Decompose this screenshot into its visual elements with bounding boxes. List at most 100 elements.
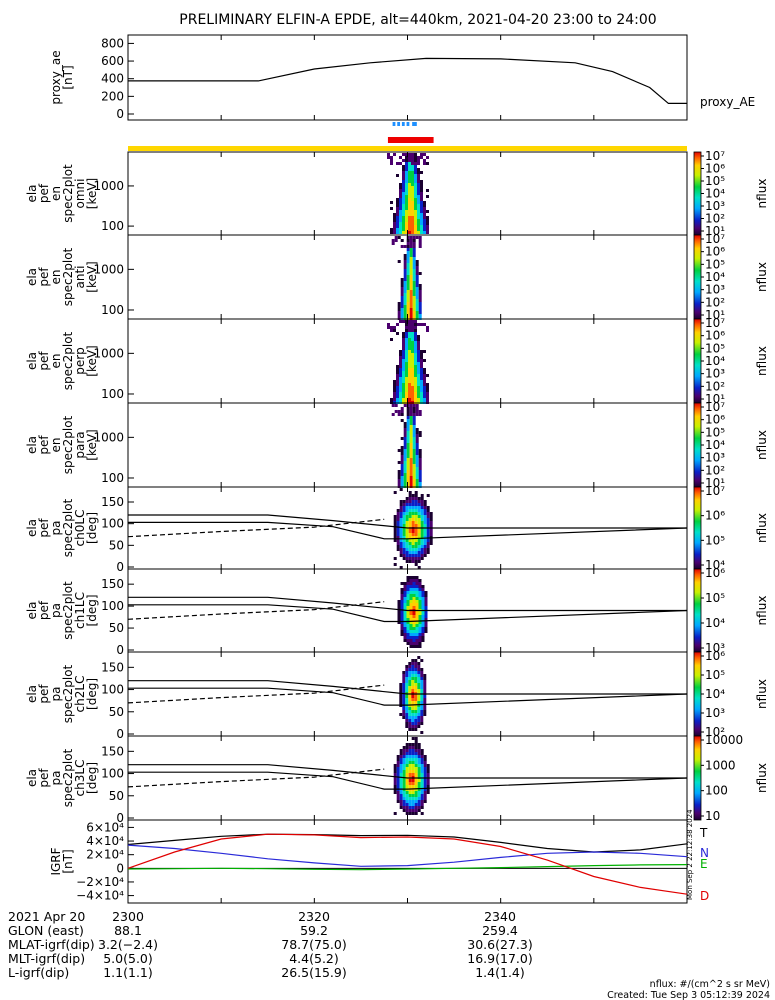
heatmap-cell bbox=[423, 392, 426, 395]
heatmap-cell bbox=[424, 618, 428, 621]
heatmap-cell bbox=[420, 770, 424, 773]
spec_omni-colorbar bbox=[693, 151, 702, 236]
heatmap-cell bbox=[411, 749, 415, 752]
heatmap-cell bbox=[414, 347, 417, 350]
heatmap-cell bbox=[403, 594, 407, 597]
heatmap-cell bbox=[414, 755, 418, 758]
footer-value: 5.0(5.0) bbox=[103, 951, 153, 966]
heatmap-cell bbox=[402, 797, 406, 800]
heatmap-cell bbox=[415, 410, 419, 413]
heatmap-cell bbox=[411, 398, 414, 401]
heatmap-cell bbox=[399, 350, 402, 353]
heatmap-cell bbox=[408, 192, 411, 195]
heatmap-cell bbox=[429, 530, 433, 533]
spec_omni-colorbar-label: 10⁷ bbox=[705, 149, 725, 163]
heatmap-cell bbox=[417, 192, 420, 195]
heatmap-cell bbox=[396, 509, 400, 512]
heatmap-cell bbox=[421, 639, 425, 642]
heatmap-cell bbox=[402, 677, 406, 680]
panel-pa_ch3: elapefpaspec2plotch3LC[deg]1501005001000… bbox=[25, 733, 769, 825]
heatmap-cell bbox=[414, 497, 418, 500]
heatmap-cell bbox=[415, 278, 419, 281]
heatmap-cell bbox=[400, 293, 404, 296]
heatmap-cell bbox=[405, 165, 408, 168]
heatmap-cell bbox=[408, 755, 412, 758]
heatmap-cell bbox=[399, 800, 403, 803]
heatmap-cell bbox=[412, 269, 416, 272]
heatmap-cell bbox=[402, 686, 406, 689]
heatmap-cell bbox=[411, 704, 415, 707]
footer-value: 30.6(27.3) bbox=[467, 937, 532, 952]
heatmap-cell bbox=[417, 335, 420, 338]
heatmap-cell bbox=[403, 470, 407, 473]
heatmap-cell bbox=[411, 395, 414, 398]
heatmap-cell bbox=[415, 302, 419, 305]
footer-value: 259.4 bbox=[482, 923, 518, 938]
heatmap-cell bbox=[417, 797, 421, 800]
heatmap-cell bbox=[414, 665, 418, 668]
heatmap-cell bbox=[415, 642, 419, 645]
heatmap-cell bbox=[423, 701, 427, 704]
heatmap-cell bbox=[409, 452, 413, 455]
heatmap-cell bbox=[424, 624, 428, 627]
heatmap-cell bbox=[415, 266, 419, 269]
heatmap-cell bbox=[426, 326, 429, 329]
heatmap-cell bbox=[408, 329, 411, 332]
heatmap-cell bbox=[403, 479, 407, 482]
heatmap-cell bbox=[399, 189, 402, 192]
heatmap-cell bbox=[402, 183, 405, 186]
heatmap-cell bbox=[402, 518, 406, 521]
heatmap-cell bbox=[418, 413, 422, 416]
heatmap-cell bbox=[426, 392, 429, 395]
heatmap-cell bbox=[406, 479, 410, 482]
heatmap-cell bbox=[399, 383, 402, 386]
heatmap-cell bbox=[423, 228, 426, 231]
heatmap-cell bbox=[420, 225, 423, 228]
spec_omni-colorbar-label: 10³ bbox=[705, 199, 725, 213]
heatmap-cell bbox=[420, 195, 423, 198]
pa_ch0-ylabel-line: [deg] bbox=[85, 512, 99, 544]
heatmap-cell bbox=[402, 362, 405, 365]
heatmap-cell bbox=[399, 797, 403, 800]
heatmap-cell bbox=[411, 392, 414, 395]
heatmap-cell bbox=[414, 746, 418, 749]
heatmap-cell bbox=[387, 323, 390, 326]
heatmap-cell bbox=[415, 588, 419, 591]
heatmap-cell bbox=[411, 192, 414, 195]
heatmap-cell bbox=[403, 582, 407, 585]
heatmap-cell bbox=[414, 231, 417, 234]
heatmap-cell bbox=[400, 290, 404, 293]
heatmap-cell bbox=[414, 222, 417, 225]
heatmap-cell bbox=[409, 407, 413, 410]
heatmap-cell bbox=[420, 683, 424, 686]
heatmap-cell bbox=[405, 752, 409, 755]
heatmap-cell bbox=[420, 698, 424, 701]
heatmap-cell bbox=[409, 476, 413, 479]
heatmap-cell bbox=[423, 213, 426, 216]
heatmap-cell bbox=[423, 231, 426, 234]
heatmap-cell bbox=[402, 506, 406, 509]
heatmap-cell bbox=[406, 582, 410, 585]
heatmap-cell bbox=[399, 365, 402, 368]
heatmap-cell bbox=[409, 248, 413, 251]
heatmap-cell bbox=[405, 398, 408, 401]
heatmap-cell bbox=[399, 156, 402, 159]
heatmap-cell bbox=[412, 642, 416, 645]
heatmap-cell bbox=[408, 356, 411, 359]
heatmap-cell bbox=[412, 621, 416, 624]
heatmap-cell bbox=[403, 458, 407, 461]
heatmap-cell bbox=[423, 371, 426, 374]
heatmap-cell bbox=[406, 422, 410, 425]
heatmap-cell bbox=[409, 239, 413, 242]
heatmap-cell bbox=[411, 695, 415, 698]
heatmap-cell bbox=[417, 512, 421, 515]
heatmap-cell bbox=[402, 213, 405, 216]
heatmap-cell bbox=[405, 560, 409, 563]
heatmap-cell bbox=[417, 764, 421, 767]
heatmap-cell bbox=[408, 722, 412, 725]
heatmap-cell bbox=[396, 395, 399, 398]
heatmap-cell bbox=[405, 192, 408, 195]
heatmap-cell bbox=[421, 588, 425, 591]
heatmap-cell bbox=[393, 383, 396, 386]
